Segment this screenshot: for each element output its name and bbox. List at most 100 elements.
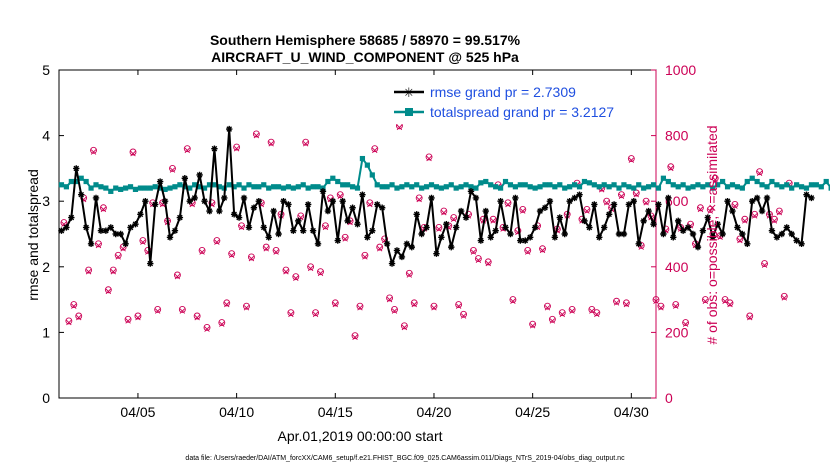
obs-possible-point — [731, 201, 739, 208]
totalspread-point — [690, 184, 696, 190]
y-left-tick-label: 5 — [42, 62, 50, 78]
obs-assimilated-point — [95, 242, 102, 249]
totalspread-point — [192, 182, 198, 188]
obs-assimilated-point — [490, 218, 496, 224]
totalspread-point — [132, 186, 139, 192]
obs-assimilated-point — [125, 318, 131, 324]
rmse-point — [497, 198, 504, 205]
rmse-point — [467, 188, 475, 195]
rmse-point — [675, 217, 682, 225]
totalspread-point — [384, 184, 390, 190]
y-right-tick-label: 800 — [665, 128, 689, 144]
obs-assimilated-point — [352, 334, 358, 341]
obs-possible-point — [618, 191, 625, 199]
rmse-point — [793, 237, 800, 244]
rmse-point — [448, 243, 455, 251]
rmse-point — [655, 201, 662, 208]
totalspread-point — [784, 182, 790, 188]
rmse-point — [324, 207, 332, 215]
rmse-point — [438, 234, 445, 241]
rmse-point — [586, 224, 593, 231]
totalspread-point — [759, 182, 765, 188]
obs-possible-point — [548, 315, 556, 323]
totalspread-point — [98, 184, 104, 190]
totalspread-point — [606, 184, 612, 190]
rmse-point — [132, 220, 139, 228]
rmse-point — [596, 234, 603, 241]
obs-assimilated-point — [633, 191, 639, 198]
obs-possible-point — [400, 322, 408, 330]
obs-possible-point — [780, 292, 788, 300]
totalspread-point — [118, 186, 124, 192]
rmse-point — [413, 211, 420, 218]
rmse-point — [670, 234, 677, 241]
obs-assimilated-point — [90, 149, 97, 155]
obs-possible-point — [657, 302, 665, 310]
totalspread-point — [700, 184, 706, 190]
obs-possible-point — [331, 299, 339, 307]
rmse-point — [536, 207, 544, 215]
rmse-point — [275, 230, 282, 238]
totalspread-point — [315, 184, 321, 190]
totalspread-point — [789, 185, 795, 191]
rmse-point — [364, 234, 371, 241]
obs-assimilated-point — [643, 200, 649, 206]
rmse-point — [359, 191, 366, 198]
obs-possible-point — [405, 269, 413, 277]
obs-possible-point — [213, 237, 221, 245]
rmse-point — [699, 227, 707, 234]
rmse-point — [679, 227, 687, 234]
rmse-point — [788, 230, 795, 238]
y-right-tick-label: 1000 — [665, 62, 696, 78]
rmse-point — [339, 198, 346, 205]
obs-assimilated-point — [120, 246, 126, 252]
obs-assimilated-point — [584, 208, 590, 214]
obs-possible-point — [233, 143, 241, 151]
totalspread-point — [463, 182, 469, 188]
totalspread-point — [423, 184, 430, 190]
obs-possible-point — [193, 312, 201, 320]
obs-assimilated-point — [194, 314, 200, 321]
obs-assimilated-point — [263, 246, 269, 252]
obs-assimilated-point — [233, 146, 240, 152]
rmse-point — [517, 237, 524, 244]
obs-possible-point — [243, 302, 250, 310]
rmse-point — [201, 198, 208, 205]
obs-assimilated-point — [169, 167, 176, 173]
totalspread-point — [330, 175, 336, 181]
x-tick-label: 04/10 — [219, 404, 254, 420]
obs-possible-point — [568, 305, 576, 313]
rmse-point — [245, 224, 253, 231]
totalspread-point — [497, 185, 504, 191]
rmse-point — [645, 207, 652, 215]
obs-possible-point — [292, 273, 300, 281]
totalspread-point — [808, 182, 815, 188]
rmse-point — [640, 217, 647, 225]
rmse-point — [798, 240, 805, 248]
totalspread-point — [354, 185, 361, 191]
obs-assimilated-point — [475, 257, 482, 263]
totalspread-point — [142, 185, 148, 191]
rmse-point — [230, 211, 238, 218]
rmse-point — [295, 217, 302, 225]
obs-possible-point — [282, 266, 290, 274]
obs-possible-point — [756, 168, 764, 176]
obs-possible-point — [484, 258, 492, 266]
rmse-point — [240, 194, 248, 202]
totalspread-point — [576, 184, 583, 190]
obs-assimilated-point — [737, 237, 743, 244]
obs-assimilated-point — [539, 247, 546, 254]
rmse-line — [60, 128, 812, 267]
obs-assimilated-point — [214, 239, 220, 245]
legend-rmse-marker: ✳ — [404, 85, 415, 100]
rmse-point — [783, 224, 790, 231]
rmse-point — [354, 220, 361, 228]
totalspread-point — [591, 182, 597, 188]
rmse-point — [734, 224, 741, 231]
y-left-tick-label: 4 — [42, 128, 50, 144]
obs-possible-point — [321, 222, 329, 230]
rmse-point — [753, 194, 761, 202]
plot-area: 0 1 2 3 4 5 0 200 400 600 800 1000 04/05 04/10 04/15 04… — [42, 62, 830, 420]
chart-title: Southern Hemisphere 58685 / 58970 = 99.5… — [210, 32, 521, 48]
